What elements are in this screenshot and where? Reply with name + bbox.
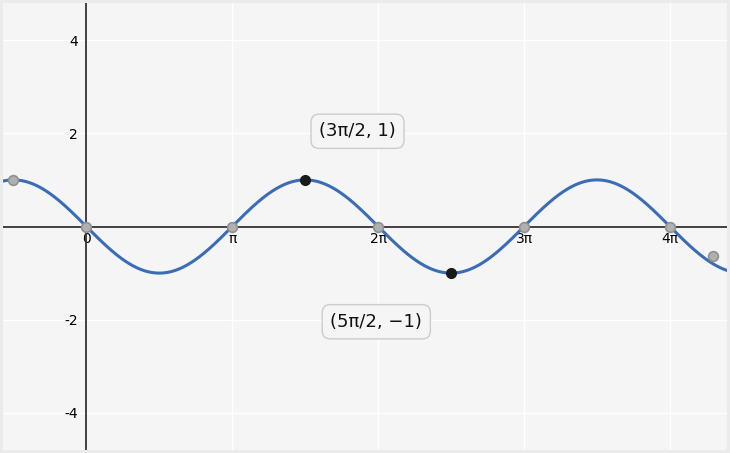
Text: (3π/2, 1): (3π/2, 1) <box>319 122 396 140</box>
Text: (5π/2, −1): (5π/2, −1) <box>331 313 422 331</box>
